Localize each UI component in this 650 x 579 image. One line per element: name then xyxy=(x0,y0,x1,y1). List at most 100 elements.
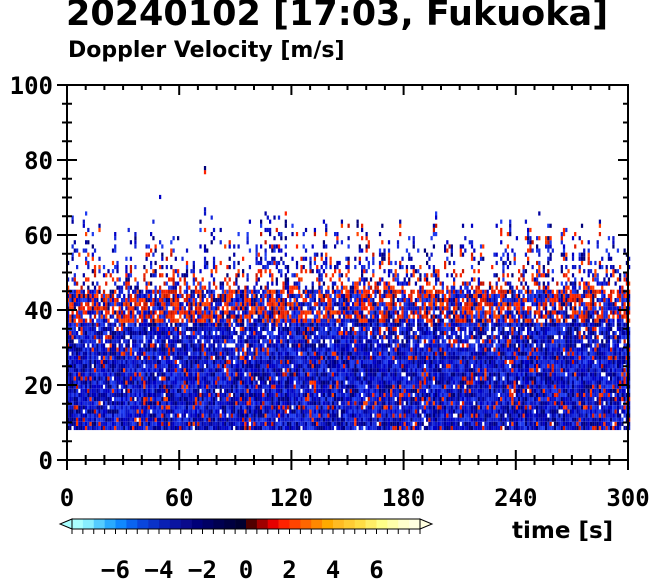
heatmap-cell xyxy=(369,359,373,365)
heatmap-cell xyxy=(363,314,366,319)
heatmap-cell xyxy=(334,265,337,270)
heatmap-cell xyxy=(210,343,213,348)
heatmap-cell xyxy=(181,364,184,369)
heatmap-cell xyxy=(226,289,229,294)
heatmap-cell xyxy=(230,298,234,303)
heatmap-cell xyxy=(109,355,112,360)
heatmap-cell xyxy=(181,384,184,389)
heatmap-cell xyxy=(85,339,88,344)
heatmap-cell xyxy=(356,223,359,228)
heatmap-cell xyxy=(233,265,236,270)
heatmap-cell xyxy=(76,310,79,315)
heatmap-cell xyxy=(381,293,384,299)
heatmap-cell xyxy=(71,384,74,389)
heatmap-cell xyxy=(325,388,328,393)
heatmap-cell xyxy=(174,392,177,398)
heatmap-cell xyxy=(67,405,70,410)
heatmap-cell xyxy=(143,405,146,410)
heatmap-cell xyxy=(316,326,319,332)
heatmap-cell xyxy=(352,331,355,336)
heatmap-cell xyxy=(141,364,144,369)
heatmap-cell xyxy=(284,211,287,216)
heatmap-cell xyxy=(174,293,177,299)
heatmap-cell xyxy=(136,405,139,410)
heatmap-cell xyxy=(206,364,209,369)
heatmap-cell xyxy=(295,339,299,344)
heatmap-cell xyxy=(69,384,72,389)
heatmap-cell xyxy=(282,343,285,348)
heatmap-cell xyxy=(257,388,260,393)
heatmap-cell xyxy=(134,343,137,348)
heatmap-cell xyxy=(284,298,287,303)
heatmap-cell xyxy=(275,380,278,385)
heatmap-cell xyxy=(179,277,182,282)
heatmap-cell xyxy=(156,401,160,406)
heatmap-cell xyxy=(150,368,153,373)
heatmap-cell xyxy=(246,355,249,360)
heatmap-cell xyxy=(201,302,204,307)
heatmap-cell xyxy=(275,244,278,249)
heatmap-cell xyxy=(134,339,137,344)
heatmap-cell xyxy=(277,351,281,356)
heatmap-cell xyxy=(203,293,207,299)
heatmap-cell xyxy=(367,339,370,344)
heatmap-cell xyxy=(295,359,299,365)
heatmap-cell xyxy=(89,298,92,303)
heatmap-cell xyxy=(185,405,189,410)
heatmap-cell xyxy=(109,298,112,303)
heatmap-cell xyxy=(253,298,256,303)
heatmap-cell xyxy=(374,380,377,385)
heatmap-cell xyxy=(147,401,151,406)
heatmap-cell xyxy=(123,355,126,360)
heatmap-cell xyxy=(105,413,108,418)
heatmap-cell xyxy=(78,343,81,348)
heatmap-cell xyxy=(293,326,296,332)
heatmap-cell xyxy=(132,372,135,377)
heatmap-cell xyxy=(307,351,310,356)
heatmap-cell xyxy=(300,277,303,282)
heatmap-cell xyxy=(318,401,321,406)
heatmap-cell xyxy=(163,289,166,294)
heatmap-cell xyxy=(150,343,153,348)
heatmap-cell xyxy=(89,405,92,410)
heatmap-cell xyxy=(107,392,110,398)
heatmap-cell xyxy=(327,289,330,294)
heatmap-cell xyxy=(127,359,130,365)
heatmap-cell xyxy=(87,343,90,348)
heatmap-cell xyxy=(331,421,335,426)
heatmap-cell xyxy=(298,343,301,348)
heatmap-cell xyxy=(228,421,231,426)
heatmap-cell xyxy=(161,273,164,278)
heatmap-cell xyxy=(334,281,337,286)
heatmap-cell xyxy=(300,405,303,410)
heatmap-cell xyxy=(96,355,99,360)
heatmap-cell xyxy=(203,355,207,360)
heatmap-cell xyxy=(210,232,213,237)
heatmap-cell xyxy=(89,306,92,311)
heatmap-cell xyxy=(343,392,346,398)
heatmap-cell xyxy=(129,359,133,365)
heatmap-cell xyxy=(273,388,276,393)
heatmap-cell xyxy=(96,384,99,389)
heatmap-cell xyxy=(183,339,186,344)
heatmap-cell xyxy=(107,347,110,352)
heatmap-cell xyxy=(85,318,88,323)
heatmap-cell xyxy=(208,285,211,290)
heatmap-cell xyxy=(233,326,236,332)
heatmap-cell xyxy=(289,397,292,402)
heatmap-cell xyxy=(123,368,126,373)
heatmap-cell xyxy=(322,417,326,422)
heatmap-cell xyxy=(264,405,267,410)
heatmap-cell xyxy=(143,331,146,336)
heatmap-cell xyxy=(109,359,112,365)
heatmap-cell xyxy=(295,293,299,299)
heatmap-cell xyxy=(69,397,72,402)
heatmap-cell xyxy=(336,421,339,426)
heatmap-cell xyxy=(138,376,142,381)
heatmap-cell xyxy=(138,343,142,348)
heatmap-cell xyxy=(334,392,337,398)
heatmap-cell xyxy=(334,397,337,402)
heatmap-cell xyxy=(381,335,384,340)
heatmap-cell xyxy=(163,314,166,319)
heatmap-cell xyxy=(277,293,281,299)
